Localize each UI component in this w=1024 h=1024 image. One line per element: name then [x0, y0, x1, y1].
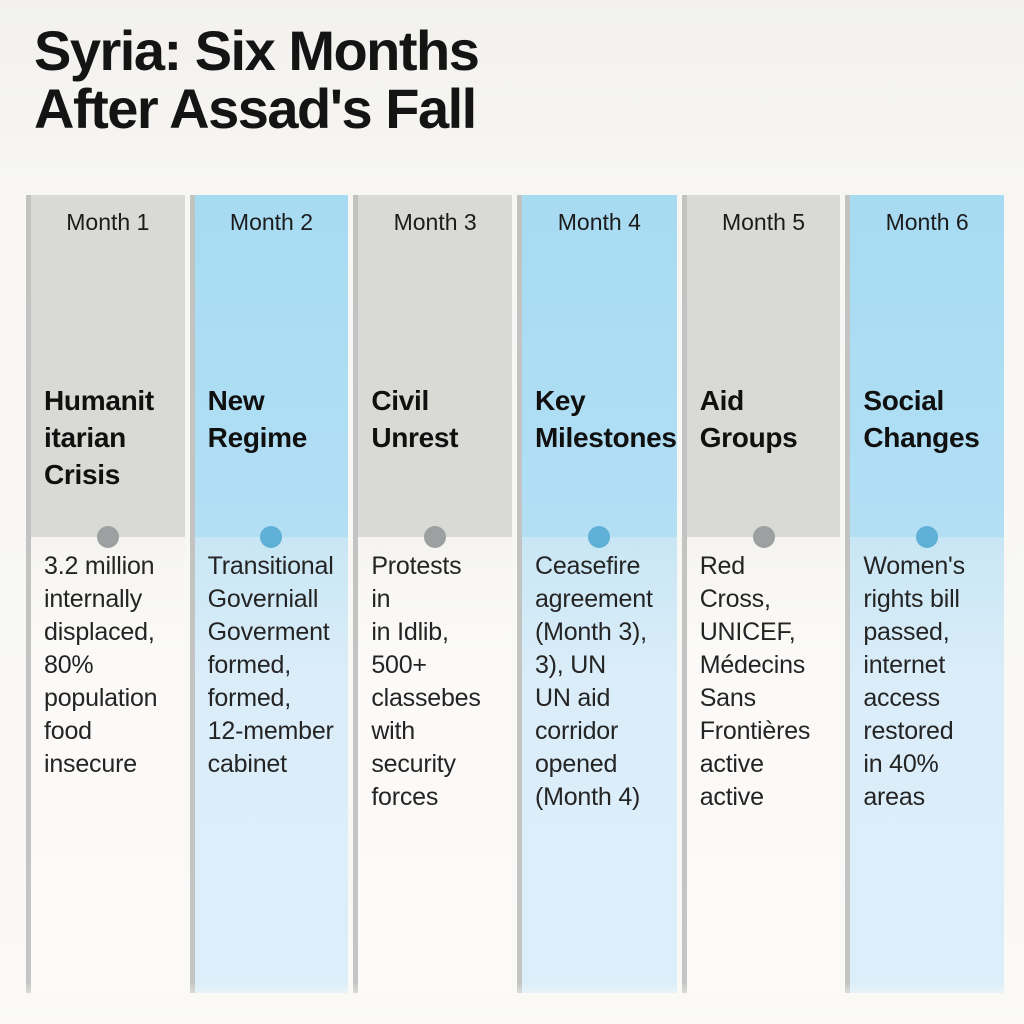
month-label: Month 1 — [66, 209, 150, 235]
month-label: Month 3 — [393, 209, 477, 235]
timeline-column-month-1: Month 1 Humanit itarian Crisis 3.2 milli… — [26, 195, 185, 993]
timeline-column-month-2: Month 2 New Regime Transitional Governia… — [189, 195, 349, 993]
column-header: Month 5 Aid Groups — [686, 195, 841, 548]
column-body: Red Cross, UNICEF, Médecins Sans Frontiè… — [686, 537, 841, 993]
column-body: Women's rights bill passed, internet acc… — [850, 537, 1004, 993]
column-body-text: Women's rights bill passed, internet acc… — [863, 552, 965, 811]
month-label: Month 6 — [885, 209, 969, 235]
column-body-text: Transitional Governiall Goverment formed… — [207, 552, 334, 778]
timeline-dot — [424, 526, 447, 548]
category-title: Humanit itarian Crisis — [44, 385, 154, 490]
month-label: Month 2 — [229, 209, 314, 235]
column-body: Protests in in Idlib, 500+ classebes wit… — [358, 537, 512, 993]
column-body-text: Ceasefire agreement (Month 3), 3), UN UN… — [534, 552, 653, 811]
column-header: Month 2 New Regime — [194, 195, 349, 548]
column-body-text: Red Cross, UNICEF, Médecins Sans Frontiè… — [699, 552, 811, 811]
category-title: Civil Unrest — [371, 385, 459, 453]
timeline-column-month-3: Month 3 Civil Unrest Protests in in Idli… — [353, 195, 512, 993]
column-body: 3.2 million internally displaced, 80% po… — [31, 537, 185, 993]
column-body: Transitional Governiall Goverment formed… — [194, 537, 349, 993]
column-body-text: 3.2 million internally displaced, 80% po… — [44, 552, 158, 778]
column-header: Month 4 Key Milestones — [521, 195, 677, 548]
column-header: Month 6 Social Changes — [850, 195, 1004, 548]
column-body: Ceasefire agreement (Month 3), 3), UN UN… — [521, 537, 677, 993]
timeline-columns: Month 1 Humanit itarian Crisis 3.2 milli… — [26, 195, 1004, 993]
timeline-dot — [96, 526, 119, 548]
month-label: Month 5 — [721, 209, 806, 235]
timeline-column-month-6: Month 6 Social Changes Women's rights bi… — [845, 195, 1004, 993]
column-body-text: Protests in in Idlib, 500+ classebes wit… — [371, 552, 481, 811]
month-label: Month 4 — [557, 209, 641, 235]
timeline-column-month-5: Month 5 Aid Groups Red Cross, UNICEF, Mé… — [681, 195, 841, 993]
category-title: New Regime — [207, 385, 308, 453]
category-title: Key Milestones — [534, 385, 677, 453]
timeline-dot — [588, 526, 611, 548]
category-title: Social Changes — [863, 385, 980, 453]
timeline-dot — [260, 526, 283, 548]
column-header: Month 3 Civil Unrest — [358, 195, 512, 548]
timeline-column-month-4: Month 4 Key Milestones Ceasefire agreeme… — [516, 195, 677, 993]
timeline-dot — [916, 526, 939, 548]
timeline-dot — [752, 526, 775, 548]
column-header: Month 1 Humanit itarian Crisis — [31, 195, 185, 548]
category-title: Aid Groups — [699, 385, 798, 453]
page-title: Syria: Six Months After Assad's Fall — [34, 19, 480, 140]
